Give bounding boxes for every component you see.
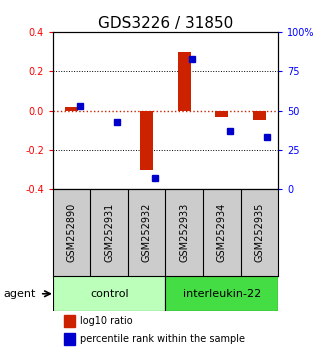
Text: interleukin-22: interleukin-22 — [183, 289, 261, 299]
Text: GSM252932: GSM252932 — [142, 203, 152, 262]
Text: control: control — [90, 289, 128, 299]
Text: agent: agent — [3, 289, 36, 299]
Text: percentile rank within the sample: percentile rank within the sample — [80, 334, 245, 344]
Bar — [215, 110, 228, 116]
Bar — [64, 333, 75, 345]
Bar — [140, 110, 153, 170]
Text: GSM252935: GSM252935 — [254, 203, 264, 262]
Bar — [166, 276, 278, 312]
Bar — [253, 110, 266, 120]
Bar — [178, 52, 191, 110]
Text: GSM252933: GSM252933 — [179, 203, 189, 262]
Text: log10 ratio: log10 ratio — [80, 316, 133, 326]
Bar — [65, 107, 78, 110]
Text: GSM252931: GSM252931 — [104, 203, 114, 262]
Bar — [53, 276, 166, 312]
Bar — [64, 315, 75, 327]
Text: GSM252890: GSM252890 — [67, 203, 77, 262]
Text: GSM252934: GSM252934 — [217, 203, 227, 262]
Title: GDS3226 / 31850: GDS3226 / 31850 — [98, 16, 233, 31]
